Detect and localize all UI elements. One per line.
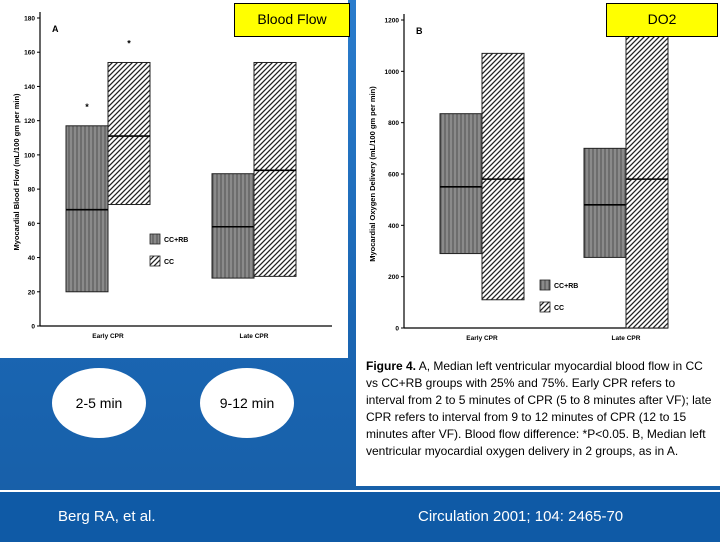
chart-panel-b: 0 200 400 600 800 1000 1200 Myocardial Oxygen D… xyxy=(356,0,720,486)
legend-swatch xyxy=(539,301,551,313)
y-tick-label: 180 xyxy=(24,16,35,23)
x-tick-label: Late CPR xyxy=(240,333,269,340)
y-tick-label: 140 xyxy=(24,84,35,91)
panel-label: A xyxy=(52,24,59,34)
box-cc-late xyxy=(625,19,669,329)
header-blood-flow: Blood Flow xyxy=(234,3,350,37)
box-cc-rb-late xyxy=(583,147,627,258)
y-axis-title: Myocardial Blood Flow (mL/100 gm per min… xyxy=(12,93,21,251)
oval-early-interval: 2-5 min xyxy=(52,368,146,438)
panel-label: B xyxy=(416,26,423,36)
legend-swatch xyxy=(539,279,551,291)
y-tick-label: 0 xyxy=(31,324,35,331)
y-tick-label: 400 xyxy=(388,223,399,230)
box-cc-early xyxy=(107,61,151,206)
legend-swatch xyxy=(149,233,161,245)
y-tick-label: 120 xyxy=(24,118,35,125)
y-axis-title: Myocardial Oxygen Delivery (mL/100 gm pe… xyxy=(368,86,377,262)
y-tick-label: 200 xyxy=(388,274,399,281)
oval-late-interval: 9-12 min xyxy=(200,368,294,438)
y-tick-label: 60 xyxy=(28,221,36,228)
x-tick-label: Early CPR xyxy=(92,333,124,340)
caption-lead: Figure 4. xyxy=(366,359,417,373)
figure-caption: Figure 4. A, Median left ventricular myo… xyxy=(366,358,714,460)
header-do2: DO2 xyxy=(606,3,718,37)
citation-author: Berg RA, et al. xyxy=(58,508,156,525)
y-tick-label: 40 xyxy=(28,255,36,262)
legend-label: CC xyxy=(164,259,174,266)
y-tick-label: 1000 xyxy=(385,69,400,76)
box-cc-rb-late xyxy=(211,173,255,279)
chart-b-svg: 0 200 400 600 800 1000 1200 Myocardial Oxygen D… xyxy=(368,14,669,342)
chart-panel-a: 0 20 40 60 80 100 120 140 160 180 Myocardial Blood… xyxy=(0,0,348,358)
legend-label: CC+RB xyxy=(164,237,188,244)
significance-marker: * xyxy=(127,39,131,49)
box-cc-rb-early xyxy=(65,125,109,293)
significance-marker: * xyxy=(85,102,89,112)
legend-label: CC xyxy=(554,305,564,312)
box-cc-early xyxy=(481,52,525,301)
legend-swatch xyxy=(149,255,161,267)
y-tick-label: 100 xyxy=(24,152,35,159)
caption-body: A, Median left ventricular myocardial bl… xyxy=(366,359,712,458)
y-tick-label: 160 xyxy=(24,50,35,57)
citation-journal: Circulation 2001; 104: 2465-70 xyxy=(418,508,624,525)
y-tick-label: 20 xyxy=(28,289,36,296)
y-tick-label: 80 xyxy=(28,187,36,194)
x-tick-label: Early CPR xyxy=(466,335,498,342)
y-tick-label: 800 xyxy=(388,120,399,127)
legend-label: CC+RB xyxy=(554,283,578,290)
y-tick-label: 1200 xyxy=(385,18,400,25)
x-tick-label: Late CPR xyxy=(612,335,641,342)
box-cc-late xyxy=(253,61,297,277)
y-tick-label: 600 xyxy=(388,172,399,179)
footer-bar xyxy=(0,490,720,542)
box-cc-rb-early xyxy=(439,113,483,255)
y-tick-label: 0 xyxy=(395,326,399,333)
chart-a-svg: 0 20 40 60 80 100 120 140 160 180 Myocardial Blood… xyxy=(12,12,332,340)
